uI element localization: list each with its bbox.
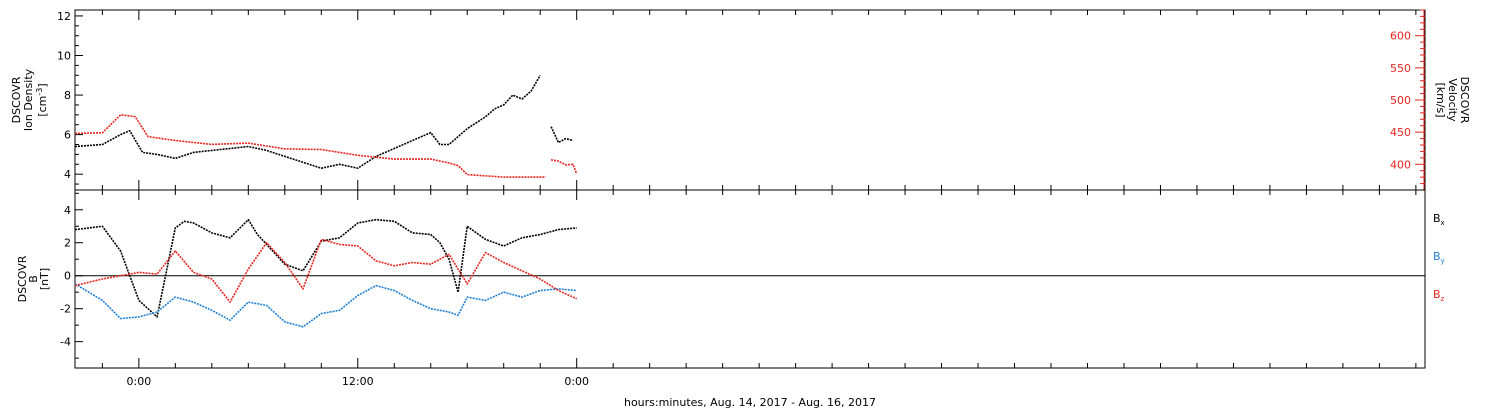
bottom-panel-frame — [74, 189, 1426, 369]
density-tick-label: 12 — [57, 10, 71, 23]
velocity-tick-label: 500 — [1390, 94, 1411, 107]
velocity-series-line — [550, 159, 578, 175]
b-axis-unit: [nT] — [38, 268, 51, 290]
density-series-line — [74, 74, 541, 169]
velocity-axis-ticks: 400 450 500 550 600 — [1390, 9, 1425, 190]
velocity-axis-unit: [km/s] — [1434, 82, 1447, 117]
velocity-axis-label-line2: Velocity — [1446, 78, 1459, 122]
legend-subscript: z — [1441, 295, 1445, 303]
legend-name: B — [1433, 212, 1441, 225]
density-axis-label-line1: DSCOVR — [10, 76, 23, 123]
density-unit-text: [cm — [36, 96, 49, 117]
b-tick-label: 4 — [64, 204, 71, 217]
legend-name: B — [1433, 288, 1441, 301]
legend-name: B — [1433, 250, 1441, 263]
top-panel-series — [74, 74, 578, 178]
b-tick-label: -4 — [60, 336, 71, 349]
velocity-axis-label-line1: DSCOVR — [1458, 77, 1471, 124]
density-unit-end: ] — [36, 83, 49, 87]
b-tick-label: 0 — [64, 270, 71, 283]
density-tick-label: 4 — [64, 168, 71, 181]
density-axis-ticks: 4 6 8 10 12 — [57, 10, 83, 185]
time-axis-ticks: 0:00 12:00 0:00 — [101, 10, 1417, 388]
time-tick-label: 0:00 — [564, 375, 589, 388]
density-axis-unit: [cm-3] — [35, 83, 49, 116]
b-axis-label-line2: B — [27, 275, 40, 283]
density-tick-label: 6 — [64, 129, 71, 142]
legend-subscript: x — [1441, 219, 1445, 227]
density-series-line — [550, 126, 574, 144]
velocity-tick-label: 550 — [1390, 62, 1411, 75]
b-axis-label-line1: DSCOVR — [16, 255, 29, 302]
top-panel-frame — [74, 9, 1426, 191]
b-tick-label: 2 — [64, 237, 71, 250]
density-tick-label: 8 — [64, 89, 71, 102]
density-velocity-panel: 4 6 8 10 12 400 450 500 550 600 DSCOVR Ion Densi… — [10, 9, 1471, 191]
bx-series-line — [74, 218, 577, 318]
density-unit-sup: -3 — [35, 88, 44, 96]
time-tick-label: 0:00 — [126, 375, 151, 388]
legend-entry-bx: Bx — [1433, 212, 1445, 227]
time-axis-label: hours:minutes, Aug. 14, 2017 - Aug. 16, … — [624, 396, 876, 409]
legend-entry-by: By — [1433, 250, 1445, 265]
velocity-tick-label: 450 — [1390, 126, 1411, 139]
velocity-tick-label: 400 — [1390, 158, 1411, 171]
density-tick-label: 10 — [57, 49, 71, 62]
legend-entry-bz: Bz — [1433, 288, 1445, 303]
velocity-series-line — [74, 114, 546, 178]
velocity-tick-label: 600 — [1390, 30, 1411, 43]
legend-subscript: y — [1441, 257, 1445, 265]
bottom-panel-series — [74, 218, 578, 328]
time-tick-label: 12:00 — [342, 375, 374, 388]
b-tick-label: -2 — [60, 303, 71, 316]
by-series-line — [74, 283, 577, 328]
b-axis-ticks: -4 -2 0 2 4 — [60, 192, 83, 359]
density-axis-label-line2: Ion Density — [22, 68, 35, 131]
